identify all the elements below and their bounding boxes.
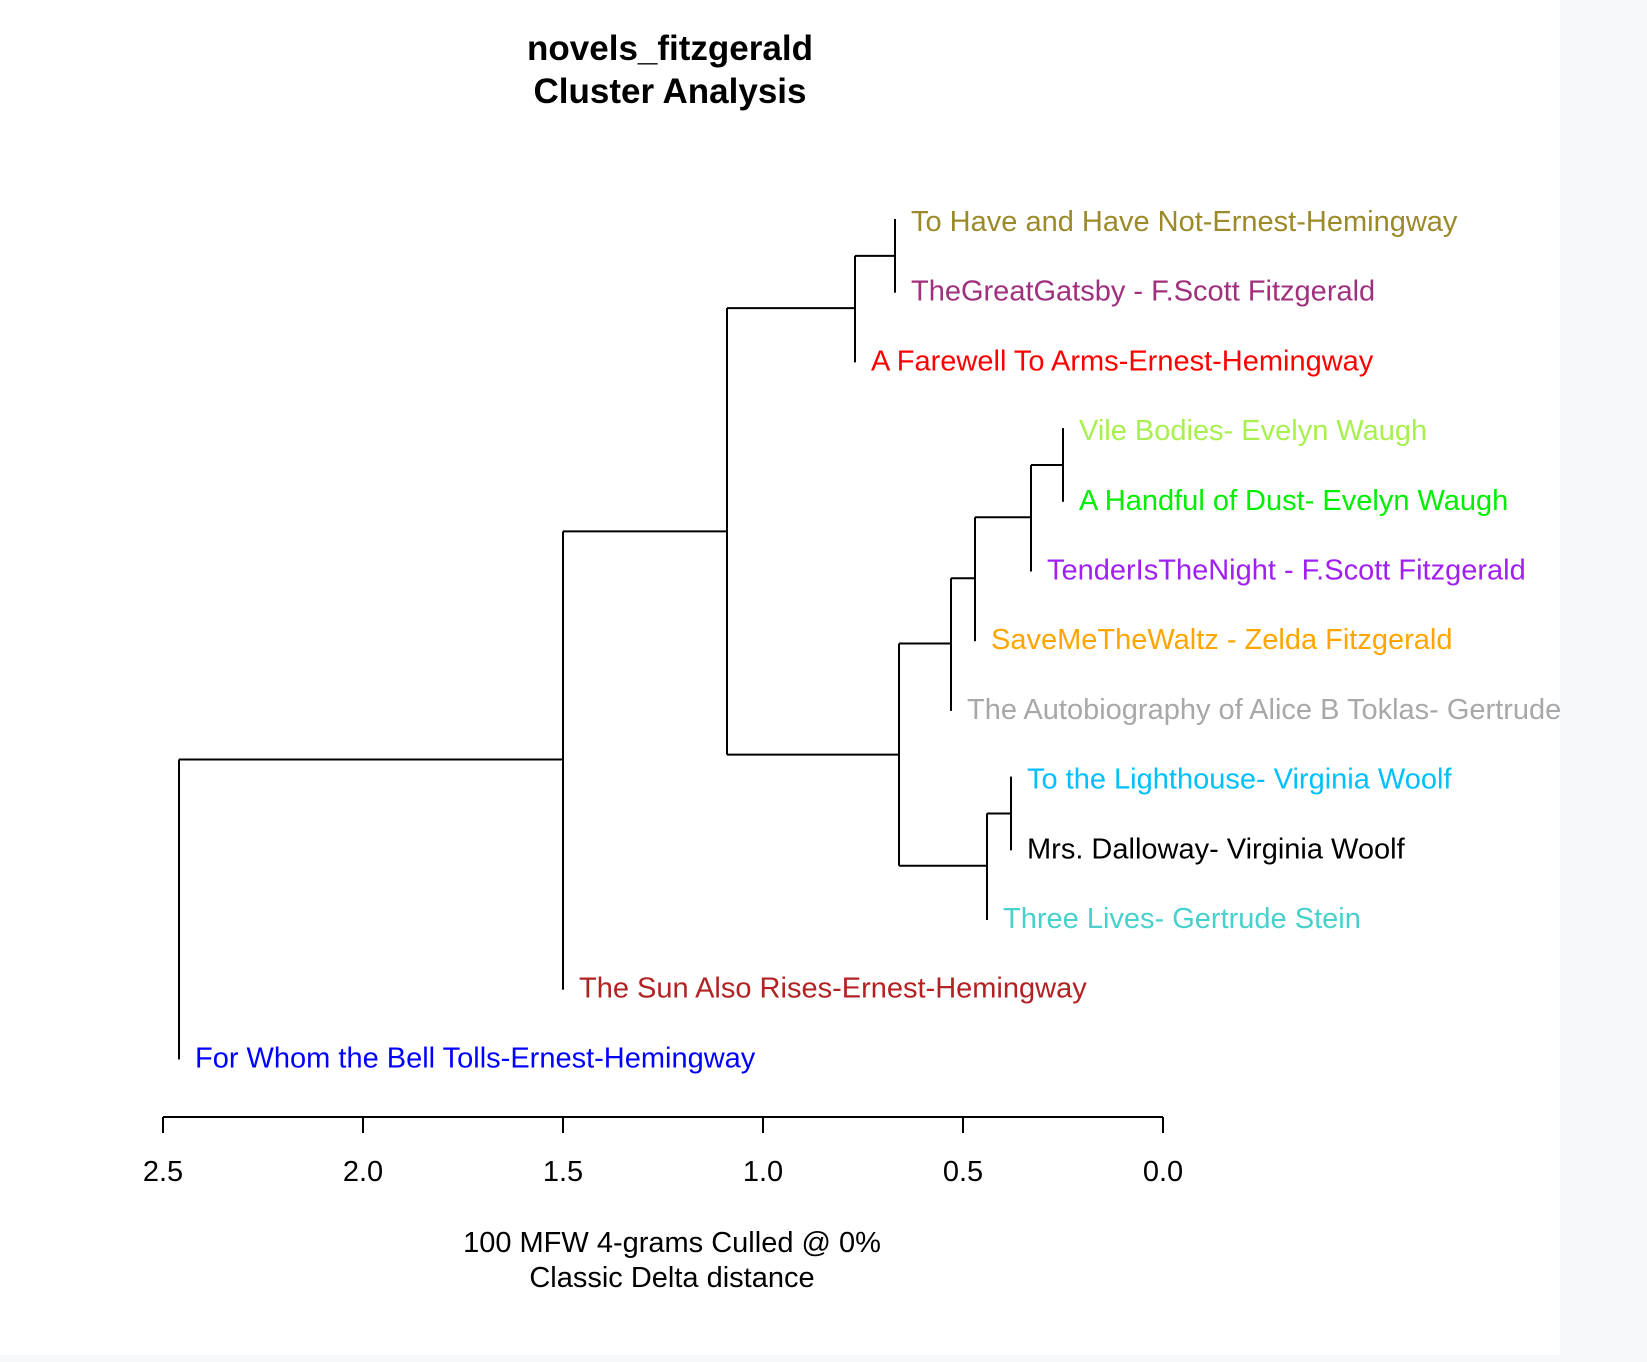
x-axis-label: 100 MFW 4-grams Culled @ 0%	[463, 1227, 881, 1259]
leaf-label: For Whom the Bell Tolls-Ernest-Hemingway	[195, 1042, 756, 1074]
leaf-label: Three Lives- Gertrude Stein	[1003, 903, 1361, 935]
x-axis-label-secondary: Classic Delta distance	[529, 1262, 814, 1294]
leaf-label: SaveMeTheWaltz - Zelda Fitzgerald	[991, 624, 1452, 656]
leaf-label: TenderIsTheNight - F.Scott Fitzgerald	[1047, 555, 1526, 587]
leaf-label: To the Lighthouse- Virginia Woolf	[1027, 764, 1452, 796]
leaf-label: Vile Bodies- Evelyn Waugh	[1079, 415, 1427, 447]
chart-area: novels_fitzgerald Cluster Analysis To Ha…	[142, 29, 1560, 1294]
leaf-label: A Handful of Dust- Evelyn Waugh	[1079, 485, 1508, 517]
dendrogram-svg: novels_fitzgerald Cluster Analysis To Ha…	[143, 29, 1560, 1294]
right-margin	[1560, 0, 1647, 1362]
leaf-label: The Sun Also Rises-Ernest-Hemingway	[579, 973, 1087, 1005]
chart-title: novels_fitzgerald	[527, 29, 813, 68]
dendrogram-edges	[178, 219, 1064, 1060]
x-tick-label: 0.0	[1143, 1156, 1183, 1188]
leaf-label: To Have and Have Not-Ernest-Hemingway	[911, 206, 1458, 238]
leaf-labels: To Have and Have Not-Ernest-Hemingway The…	[195, 206, 1560, 1074]
chart-subtitle: Cluster Analysis	[534, 72, 807, 111]
leaf-label: The Autobiography of Alice B Toklas- Ger…	[967, 694, 1560, 726]
x-tick-label: 0.5	[943, 1156, 983, 1188]
x-tick-label: 2.0	[343, 1156, 383, 1188]
bottom-margin	[0, 1355, 1560, 1362]
leaf-label: TheGreatGatsby - F.Scott Fitzgerald	[911, 276, 1375, 308]
x-tick-label: 2.5	[143, 1156, 183, 1188]
leaf-label: A Farewell To Arms-Ernest-Hemingway	[871, 345, 1374, 377]
x-axis: 2.5 2.0 1.5 1.0 0.5 0.0	[143, 1116, 1183, 1188]
leaf-label: Mrs. Dalloway- Virginia Woolf	[1027, 833, 1406, 865]
x-tick-label: 1.5	[543, 1156, 583, 1188]
x-tick-label: 1.0	[743, 1156, 783, 1188]
